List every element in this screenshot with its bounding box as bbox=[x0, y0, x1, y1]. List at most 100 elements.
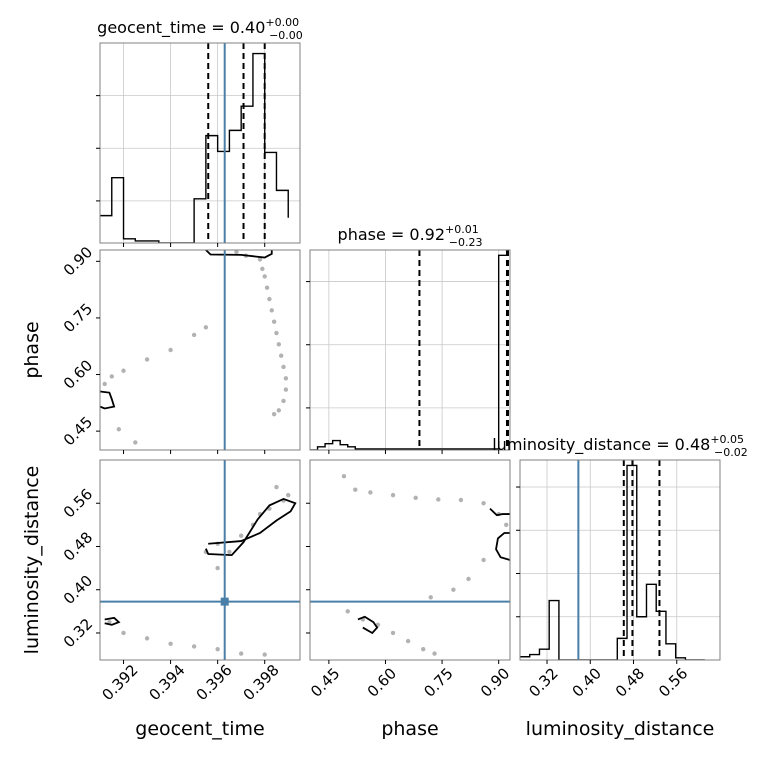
title-main: luminosity_distance = 0.48 bbox=[492, 435, 710, 455]
sample-point bbox=[109, 374, 114, 379]
panel-frame bbox=[99, 42, 301, 244]
title-sup: +0.05 bbox=[710, 433, 744, 446]
histogram-luminosity_distance bbox=[520, 464, 705, 660]
contour-line bbox=[205, 497, 297, 557]
ylabel-phase: phase bbox=[21, 321, 43, 378]
xtick-label-phase: 0.90 bbox=[477, 664, 513, 700]
sample-point bbox=[191, 644, 197, 649]
sample-point bbox=[116, 427, 122, 432]
sample-point bbox=[238, 651, 244, 656]
sample-point bbox=[281, 364, 286, 370]
ytick-label-phase: 0.75 bbox=[60, 300, 96, 336]
sample-point bbox=[451, 587, 456, 592]
title-sub: −0.02 bbox=[714, 446, 748, 459]
sample-point bbox=[271, 411, 277, 417]
xtick-label-luminosity_distance: 0.56 bbox=[655, 664, 691, 700]
sample-point bbox=[283, 387, 289, 392]
sample-point bbox=[274, 484, 279, 490]
hist-panel-phase: phase = 0.92+0.01 −0.23 bbox=[306, 223, 511, 454]
sample-point bbox=[283, 376, 289, 381]
sample-point bbox=[341, 474, 347, 479]
title-sub: −0.23 bbox=[449, 236, 483, 249]
xlabel-phase: phase bbox=[381, 718, 438, 740]
sample-point bbox=[278, 353, 284, 358]
sample-point bbox=[390, 630, 396, 636]
sample-point bbox=[168, 641, 173, 646]
xtick-label-geocent_time: 0.392 bbox=[98, 661, 141, 704]
sample-point bbox=[257, 257, 263, 262]
sample-point bbox=[271, 319, 277, 324]
panel-frame bbox=[99, 459, 301, 661]
ytick-label-luminosity_distance: 0.56 bbox=[60, 485, 96, 521]
sample-point bbox=[191, 332, 197, 338]
ytick-label-phase: 0.90 bbox=[60, 243, 96, 279]
sample-point bbox=[264, 285, 270, 290]
hist-panel-luminosity_distance: luminosity_distance = 0.48+0.05 −0.02 bbox=[492, 433, 748, 664]
sample-point bbox=[276, 408, 282, 413]
histogram-phase bbox=[310, 254, 507, 450]
sample-point bbox=[390, 492, 396, 498]
xtick-label-luminosity_distance: 0.48 bbox=[612, 664, 648, 700]
scatter-panel-luminosity_distance_vs_phase bbox=[306, 459, 511, 664]
truth-marker bbox=[220, 597, 229, 606]
ylabel-luminosity_distance: luminosity_distance bbox=[21, 466, 43, 655]
xtick-label-geocent_time: 0.394 bbox=[146, 661, 189, 704]
sample-point bbox=[413, 495, 418, 501]
xtick-label-geocent_time: 0.396 bbox=[193, 661, 236, 704]
title-main: geocent_time = 0.40 bbox=[97, 18, 265, 38]
sample-point bbox=[102, 381, 107, 387]
xtick-label-phase: 0.60 bbox=[364, 664, 400, 700]
sample-point bbox=[203, 325, 209, 330]
sample-point bbox=[144, 636, 150, 641]
sample-point bbox=[215, 646, 220, 652]
panel-frame bbox=[309, 459, 511, 661]
sample-point bbox=[458, 497, 464, 503]
sample-point bbox=[238, 533, 244, 538]
sample-point bbox=[436, 497, 441, 502]
contour-line bbox=[357, 615, 379, 635]
sample-point bbox=[262, 274, 267, 279]
xtick-label-luminosity_distance: 0.32 bbox=[525, 664, 561, 700]
sample-point bbox=[466, 576, 471, 582]
xlabel-geocent_time: geocent_time bbox=[135, 718, 264, 740]
sample-point bbox=[405, 638, 411, 644]
ytick-label-luminosity_distance: 0.48 bbox=[60, 528, 96, 564]
sample-point bbox=[262, 652, 267, 657]
xtick-label-phase: 0.45 bbox=[307, 664, 343, 700]
sample-point bbox=[260, 266, 265, 272]
ytick-label-luminosity_distance: 0.40 bbox=[60, 572, 96, 608]
sample-point bbox=[121, 368, 126, 373]
sample-point bbox=[504, 522, 509, 528]
xtick-label-geocent_time: 0.398 bbox=[240, 661, 283, 704]
title-sup: +0.01 bbox=[445, 223, 479, 236]
contour-line bbox=[495, 532, 510, 561]
panel-frame bbox=[99, 249, 301, 451]
sample-point bbox=[267, 296, 272, 302]
title-sub: −0.00 bbox=[269, 29, 303, 42]
histogram-geocent_time bbox=[100, 52, 289, 243]
hist-panel-geocent_time: geocent_time = 0.40+0.00 −0.00 bbox=[96, 16, 303, 247]
ytick-label-phase: 0.45 bbox=[60, 413, 96, 449]
ytick-label-phase: 0.60 bbox=[60, 356, 96, 392]
sample-point bbox=[269, 308, 274, 313]
sample-point bbox=[227, 549, 232, 555]
ytick-label-luminosity_distance: 0.32 bbox=[60, 615, 96, 651]
sample-point bbox=[168, 347, 173, 353]
sample-point bbox=[281, 398, 286, 404]
panel-title-phase: phase = 0.92+0.01 −0.23 bbox=[338, 223, 483, 249]
sample-point bbox=[428, 595, 433, 600]
sample-point bbox=[144, 357, 150, 362]
sample-point bbox=[432, 651, 437, 656]
xtick-label-phase: 0.75 bbox=[420, 664, 456, 700]
panel-title-luminosity_distance: luminosity_distance = 0.48+0.05 −0.02 bbox=[492, 433, 748, 459]
scatter-panel-luminosity_distance_vs_geocent_time bbox=[96, 459, 301, 664]
sample-point bbox=[286, 492, 291, 498]
xlabel-luminosity_distance: luminosity_distance bbox=[526, 718, 715, 740]
xtick-label-luminosity_distance: 0.40 bbox=[569, 664, 605, 700]
scatter-panel-phase_vs_geocent_time bbox=[96, 249, 301, 454]
contour-line bbox=[104, 616, 121, 626]
sample-point bbox=[133, 440, 138, 445]
sample-point bbox=[276, 342, 282, 347]
